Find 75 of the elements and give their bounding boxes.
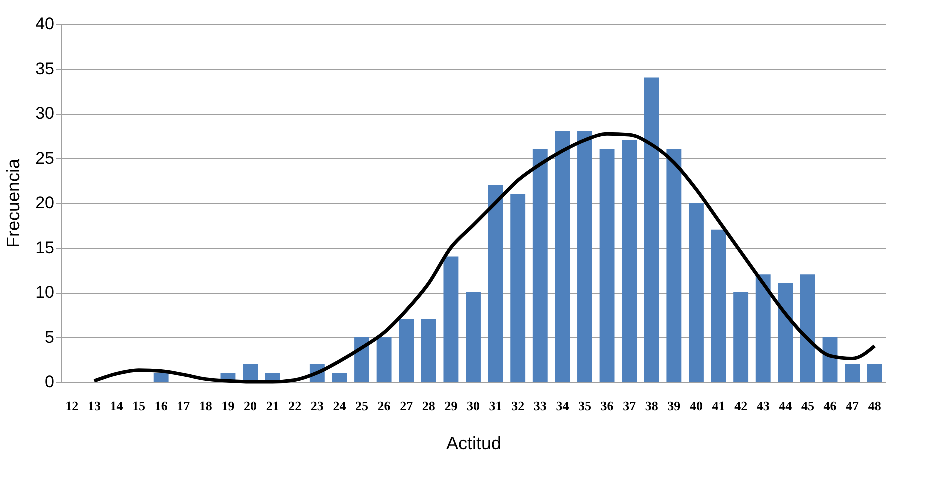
x-tick-label: 43 [756,398,770,414]
x-tick-label: 30 [467,398,480,414]
bar [444,256,459,382]
x-tick-label: 47 [846,398,860,414]
x-tick-label: 28 [422,398,436,414]
x-tick-label: 21 [266,398,280,414]
x-tick-label: 26 [378,398,392,414]
y-tick-label: 40 [36,14,54,34]
x-tick-label: 36 [600,398,614,414]
x-tick-label: 17 [177,398,191,414]
x-tick-label: 37 [623,398,637,414]
x-tick-label: 41 [712,398,726,414]
bar [845,364,860,382]
x-tick-label: 32 [512,398,525,414]
y-axis-title: Frecuencia [4,158,24,248]
x-tick-label: 39 [668,398,682,414]
x-tick-label: 23 [310,398,324,414]
bar [555,131,570,382]
y-tick-label: 15 [36,238,54,258]
bar [532,149,548,382]
bar [243,364,258,382]
y-tick-label: 35 [36,59,54,78]
x-tick-label: 22 [288,398,302,414]
bar [778,284,794,382]
y-tick-label: 0 [45,372,54,392]
bar [711,230,726,382]
y-tick-label: 10 [36,283,54,302]
y-tick-label: 25 [36,148,54,168]
bar [666,149,682,382]
x-tick-label: 40 [690,398,703,414]
y-tick-label: 30 [36,104,54,123]
bar [800,274,816,382]
bar [644,78,660,382]
x-tick-label: 25 [356,398,370,414]
bar [622,140,638,382]
bar [421,319,436,382]
x-tick-label: 13 [88,398,102,414]
x-tick-label: 29 [444,398,458,414]
bar [376,337,392,382]
x-tick-label: 19 [222,398,236,414]
bar [488,185,504,382]
x-tick-label: 27 [400,398,414,414]
x-tick-label: 33 [534,398,548,414]
x-tick-label: 44 [779,398,793,414]
x-tick-label: 35 [578,398,592,414]
x-tick-label: 18 [199,398,213,414]
bar [354,337,370,382]
x-tick-label: 38 [645,398,659,414]
x-tick-label: 20 [244,398,258,414]
bar [578,131,592,382]
bar [734,292,749,382]
x-tick-label: 12 [66,398,79,414]
bar [510,194,526,382]
x-axis-title: Actitud [446,434,502,454]
bar [154,373,169,382]
x-tick-label: 48 [868,398,882,414]
bar [332,373,348,382]
bar [399,319,414,382]
x-tick-label: 34 [556,398,570,414]
y-tick-label: 20 [36,194,54,212]
x-tick-label: 15 [132,398,146,414]
bar [689,203,704,382]
line-series [92,132,877,384]
x-tick-label: 14 [110,398,124,414]
bar [466,292,481,382]
x-tick-label: 46 [824,398,838,414]
x-tick-label: 31 [489,398,502,414]
bar [867,364,882,382]
y-tick-label: 5 [45,328,54,347]
x-tick-label: 45 [801,398,815,414]
x-tick-label: 24 [333,398,347,414]
bar [756,274,771,382]
bar [600,149,615,382]
x-tick-label: 16 [154,398,168,414]
x-tick-label: 42 [734,398,748,414]
